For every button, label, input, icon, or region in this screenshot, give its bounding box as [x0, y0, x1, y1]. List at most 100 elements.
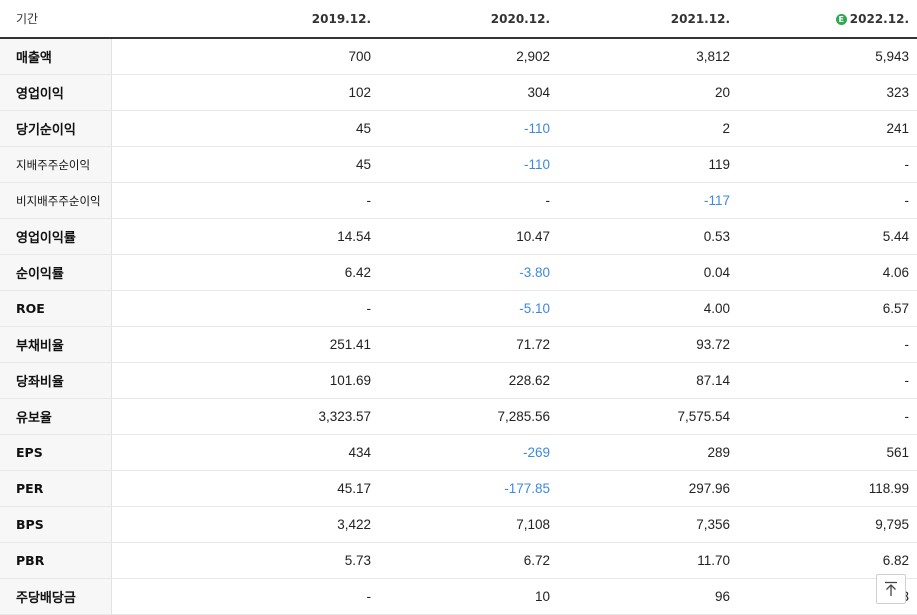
value-cell: -3.80: [379, 254, 558, 291]
value-cell: 118.99: [738, 470, 917, 507]
value-cell: -: [738, 146, 917, 183]
row-label: 지배주주순이익: [0, 146, 112, 183]
value-cell: 45.17: [111, 470, 379, 507]
value-cell: 96: [558, 578, 738, 615]
value-cell: 6.42: [111, 254, 379, 291]
value-cell: 4.00: [558, 290, 738, 327]
table-row: 영업이익률 14.54 10.47 0.53 5.44: [0, 218, 917, 255]
row-label: 당좌비율: [0, 362, 112, 399]
value-cell: 20: [558, 74, 738, 111]
value-cell: 6.72: [379, 542, 558, 579]
value-cell: -: [379, 182, 558, 219]
table-row: 비지배주주순이익 - - -117-: [0, 182, 917, 219]
table-row: 당좌비율 101.69 228.62 87.14-: [0, 362, 917, 399]
value-cell: 119: [558, 146, 738, 183]
row-label: 매출액: [0, 38, 112, 75]
scroll-top-button[interactable]: [876, 574, 906, 604]
row-label: 유보율: [0, 398, 112, 435]
value-cell: 5,943: [738, 38, 917, 75]
value-cell: 228.62: [379, 362, 558, 399]
table-row: BPS 3,422 7,108 7,356 9,795: [0, 506, 917, 543]
row-label: 비지배주주순이익: [0, 182, 112, 219]
value-cell: 4.06: [738, 254, 917, 291]
row-label: 영업이익률: [0, 218, 112, 255]
table-row: EPS 434 -269 289 561: [0, 434, 917, 471]
table-row: PBR 5.73 6.72 11.70 6.82: [0, 542, 917, 579]
value-cell: 45: [111, 146, 379, 183]
period-2019: 2019.12.: [111, 0, 379, 39]
table-row: 영업이익 102 304 20 323: [0, 74, 917, 111]
value-cell: 251.41: [111, 326, 379, 363]
row-label: 부채비율: [0, 326, 112, 363]
row-label: EPS: [0, 434, 112, 471]
value-cell: 3,812: [558, 38, 738, 75]
table-row: 매출액 700 2,902 3,812 5,943: [0, 38, 917, 75]
value-cell: -5.10: [379, 290, 558, 327]
row-label: 주당배당금: [0, 578, 112, 615]
table-row: 당기순이익 45 -110 2 241: [0, 110, 917, 147]
value-cell: 3,422: [111, 506, 379, 543]
arrow-up-to-line-icon: [885, 581, 897, 596]
value-cell: -: [111, 578, 379, 615]
value-cell: 45: [111, 110, 379, 147]
value-cell: 10.47: [379, 218, 558, 255]
row-label: 순이익률: [0, 254, 112, 291]
value-cell: -117: [558, 182, 738, 219]
row-label: PBR: [0, 542, 112, 579]
table-row: 지배주주순이익 45 -110 119-: [0, 146, 917, 183]
table-row: 주당배당금-10963: [0, 578, 917, 615]
value-cell: 102: [111, 74, 379, 111]
period-2022-estimate: E 2022.12.: [738, 0, 917, 39]
value-cell: 101.69: [111, 362, 379, 399]
value-cell: -: [738, 182, 917, 219]
value-cell: -: [111, 182, 379, 219]
value-cell: 71.72: [379, 326, 558, 363]
value-cell: 2,902: [379, 38, 558, 75]
row-label: 영업이익: [0, 74, 112, 111]
table-row: 유보율 3,323.57 7,285.56 7,575.54-: [0, 398, 917, 435]
period-header-label: 기간: [0, 0, 111, 39]
value-cell: -: [738, 362, 917, 399]
value-cell: 5.73: [111, 542, 379, 579]
value-cell: 6.57: [738, 290, 917, 327]
value-cell: -110: [379, 110, 558, 147]
value-cell: 323: [738, 74, 917, 111]
table-row: PER 45.17 -177.85 297.96 118.99: [0, 470, 917, 507]
value-cell: 7,108: [379, 506, 558, 543]
value-cell: 10: [379, 578, 558, 615]
value-cell: 0.04: [558, 254, 738, 291]
value-cell: 6.82: [738, 542, 917, 579]
header-row: 기간 2019.12. 2020.12. 2021.12. E 2022.12.: [0, 0, 917, 39]
value-cell: 289: [558, 434, 738, 471]
row-label: BPS: [0, 506, 112, 543]
value-cell: -: [738, 398, 917, 435]
value-cell: 14.54: [111, 218, 379, 255]
period-2022-label: 2022.12.: [849, 11, 909, 26]
value-cell: -: [738, 326, 917, 363]
value-cell: -269: [379, 434, 558, 471]
value-cell: 11.70: [558, 542, 738, 579]
value-cell: -177.85: [379, 470, 558, 507]
value-cell: -110: [379, 146, 558, 183]
row-label: PER: [0, 470, 112, 507]
table-row: ROE - -5.10 4.00 6.57: [0, 290, 917, 327]
value-cell: 241: [738, 110, 917, 147]
value-cell: 9,795: [738, 506, 917, 543]
estimate-icon: E: [835, 13, 847, 25]
value-cell: 7,575.54: [558, 398, 738, 435]
value-cell: 434: [111, 434, 379, 471]
value-cell: 2: [558, 110, 738, 147]
value-cell: 87.14: [558, 362, 738, 399]
value-cell: 93.72: [558, 326, 738, 363]
value-cell: 5.44: [738, 218, 917, 255]
value-cell: 7,356: [558, 506, 738, 543]
value-cell: 561: [738, 434, 917, 471]
row-label: ROE: [0, 290, 112, 327]
table-row: 부채비율 251.41 71.72 93.72-: [0, 326, 917, 363]
value-cell: -: [111, 290, 379, 327]
value-cell: 700: [111, 38, 379, 75]
row-label: 당기순이익: [0, 110, 112, 147]
period-2020: 2020.12.: [379, 0, 558, 39]
value-cell: 7,285.56: [379, 398, 558, 435]
